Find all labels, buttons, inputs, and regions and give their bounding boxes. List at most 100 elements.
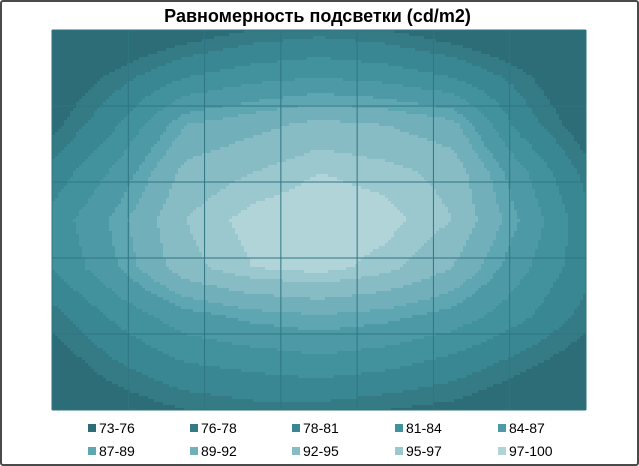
contour-cell (400, 33, 404, 37)
contour-cell (316, 51, 320, 55)
contour-cell (451, 96, 455, 100)
contour-cell (256, 102, 260, 106)
contour-cell (499, 108, 503, 112)
contour-cell (286, 78, 290, 82)
contour-cell (580, 81, 584, 85)
contour-cell (148, 30, 152, 34)
contour-cell (118, 108, 122, 112)
contour-cell (463, 108, 467, 112)
contour-cell (190, 36, 194, 40)
contour-cell (373, 69, 377, 73)
contour-cell (340, 36, 344, 40)
contour-cell (415, 72, 419, 76)
contour-cell (223, 108, 227, 112)
contour-cell (133, 69, 137, 73)
contour-cell (403, 63, 407, 67)
contour-cell (280, 48, 284, 52)
contour-cell (166, 48, 170, 52)
contour-cell (97, 105, 101, 109)
contour-cell (412, 81, 416, 85)
contour-cell (268, 39, 272, 43)
contour-cell (121, 69, 125, 73)
contour-cell (553, 102, 557, 106)
contour-cell (478, 57, 482, 61)
contour-cell (118, 57, 122, 61)
contour-cell (430, 81, 434, 85)
contour-cell (394, 33, 398, 37)
contour-cell (286, 81, 290, 85)
contour-cell (298, 45, 302, 49)
contour-cell (376, 33, 380, 37)
contour-cell (280, 96, 284, 100)
contour-cell (502, 66, 506, 70)
contour-cell (238, 39, 242, 43)
contour-cell (121, 66, 125, 70)
contour-cell (127, 33, 131, 37)
contour-cell (550, 33, 554, 37)
contour-cell (385, 39, 389, 43)
contour-cell (67, 60, 71, 64)
contour-cell (415, 105, 419, 109)
contour-cell (145, 108, 149, 112)
contour-cell (361, 96, 365, 100)
contour-cell (301, 54, 305, 58)
contour-cell (418, 75, 422, 79)
contour-cell (484, 81, 488, 85)
contour-cell (76, 36, 80, 40)
contour-cell (532, 42, 536, 46)
contour-cell (547, 66, 551, 70)
contour-cell (445, 75, 449, 79)
contour-cell (532, 39, 536, 43)
contour-cell (487, 48, 491, 52)
contour-cell (58, 48, 62, 52)
contour-cell (118, 63, 122, 67)
contour-cell (436, 51, 440, 55)
contour-cell (496, 78, 500, 82)
contour-cell (349, 78, 353, 82)
contour-cell (214, 93, 218, 97)
contour-cell (358, 105, 362, 109)
contour-cell (550, 93, 554, 97)
contour-cell (157, 54, 161, 58)
contour-cell (574, 96, 578, 100)
contour-cell (121, 87, 125, 91)
contour-cell (454, 36, 458, 40)
contour-cell (397, 72, 401, 76)
contour-cell (502, 51, 506, 55)
contour-cell (424, 93, 428, 97)
contour-cell (250, 42, 254, 46)
contour-cell (244, 54, 248, 58)
contour-cell (373, 48, 377, 52)
contour-cell (67, 42, 71, 46)
contour-cell (310, 54, 314, 58)
contour-cell (124, 75, 128, 79)
contour-cell (424, 75, 428, 79)
contour-cell (529, 57, 533, 61)
contour-cell (526, 54, 530, 58)
contour-cell (124, 39, 128, 43)
contour-cell (412, 102, 416, 106)
contour-cell (379, 63, 383, 67)
contour-cell (388, 84, 392, 88)
contour-cell (394, 54, 398, 58)
contour-cell (538, 108, 542, 112)
contour-cell (529, 39, 533, 43)
contour-cell (556, 36, 560, 40)
contour-cell (229, 99, 233, 103)
contour-cell (427, 105, 431, 109)
contour-cell (376, 75, 380, 79)
contour-cell (61, 39, 65, 43)
contour-cell (451, 30, 455, 34)
contour-cell (187, 39, 191, 43)
contour-cell (391, 60, 395, 64)
contour-cell (505, 48, 509, 52)
contour-cell (310, 72, 314, 76)
contour-cell (316, 93, 320, 97)
contour-cell (223, 30, 227, 34)
contour-cell (85, 111, 89, 115)
contour-cell (133, 39, 137, 43)
contour-cell (556, 66, 560, 70)
contour-cell (73, 69, 77, 73)
contour-cell (397, 48, 401, 52)
contour-cell (121, 75, 125, 79)
